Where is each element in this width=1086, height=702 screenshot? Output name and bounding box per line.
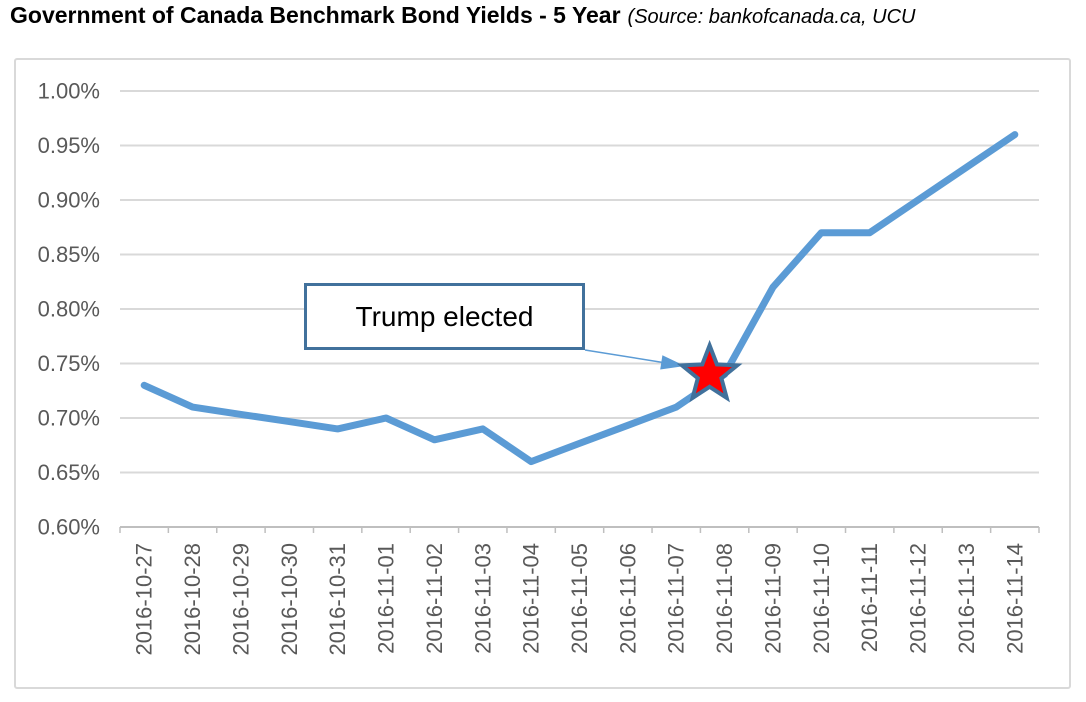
x-axis-tick-label: 2016-11-13 [954,543,979,654]
x-axis-tick-label: 2016-11-09 [760,543,785,654]
y-axis-tick-label: 0.70% [38,406,100,431]
chart-title-source: (Source: bankofcanada.ca, UCU [627,6,916,28]
x-axis-tick-label: 2016-11-08 [712,543,737,654]
x-axis-tick-label: 2016-11-11 [857,543,882,652]
x-axis-tick-label: 2016-10-31 [325,543,350,656]
x-axis-tick-label: 2016-11-10 [809,543,834,654]
chart-title: Government of Canada Benchmark Bond Yiel… [10,2,915,29]
y-axis-tick-label: 0.65% [38,460,100,485]
annotation-callout: Trump elected [304,283,585,350]
y-axis-tick-label: 0.85% [38,242,100,267]
annotation-text: Trump elected [355,300,534,332]
annotation-arrowhead-icon [660,355,685,370]
x-axis-tick-label: 2016-11-07 [664,543,689,654]
yield-line-series [140,131,1019,466]
y-axis-tick-label: 0.90% [38,188,100,213]
x-axis-tick-label: 2016-10-27 [132,543,157,656]
annotation-leader-line [584,349,664,364]
chart-frame [14,58,1071,689]
x-axis-tick-label: 2016-11-05 [567,543,592,654]
x-axis-tick-label: 2016-11-12 [906,543,931,654]
x-axis-tick-label: 2016-10-30 [277,543,302,656]
x-axis-tick-label: 2016-11-04 [519,543,544,654]
y-axis-tick-label: 0.80% [38,297,100,322]
x-axis-tick-label: 2016-11-06 [615,543,640,654]
x-axis-tick-label: 2016-10-28 [180,543,205,656]
x-axis-tick-label: 2016-11-02 [422,543,447,654]
chart-title-main: Government of Canada Benchmark Bond Yiel… [10,2,621,28]
star-marker-icon [676,339,743,403]
x-axis-tick-label: 2016-11-14 [1002,543,1027,654]
y-axis-tick-label: 0.60% [38,515,100,540]
y-axis-tick-label: 0.95% [38,133,100,158]
x-axis-tick-label: 2016-11-01 [374,543,399,654]
y-axis-tick-label: 0.75% [38,351,100,376]
x-axis-tick-label: 2016-11-03 [470,543,495,654]
y-axis-tick-label: 1.00% [38,79,100,104]
x-axis-tick-label: 2016-10-29 [228,543,253,656]
